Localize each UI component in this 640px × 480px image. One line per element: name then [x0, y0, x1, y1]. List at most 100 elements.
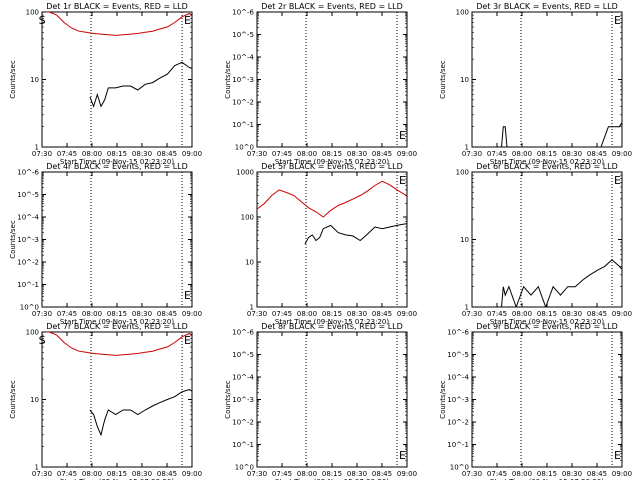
x-tick-label: 09:00	[612, 470, 632, 478]
y-tick-label: 10	[460, 236, 469, 244]
y-tick-label: 10	[30, 76, 39, 84]
chart-title: Det 1r BLACK = Events, RED = LLD	[46, 2, 188, 11]
x-axis-label: Start Time (09-Nov-15 07:23:20)	[60, 478, 174, 480]
x-tick-label: 07:30	[462, 470, 482, 478]
y-tick-label: 10^-5	[232, 31, 254, 39]
y-tick-label: 10^-6	[232, 9, 254, 17]
x-axis-label: Start Time (09-Nov-15 07:23:20)	[60, 318, 174, 326]
plot-frame	[256, 11, 408, 148]
x-tick-label: 08:45	[157, 470, 177, 478]
y-tick-label: 100	[26, 329, 39, 337]
end-marker-label: E	[399, 174, 406, 187]
y-tick-label: 10^-6	[17, 169, 39, 177]
events-series-line	[89, 389, 192, 437]
plot-frame	[471, 331, 623, 468]
y-axis-label: Counts/sec	[439, 60, 447, 99]
plot-frame	[41, 11, 193, 148]
chart-title: Det 2r BLACK = Events, RED = LLD	[261, 2, 403, 11]
x-tick-label: 08:15	[322, 310, 342, 318]
end-marker-label: E	[399, 449, 406, 462]
y-tick-label: 10^-2	[232, 419, 254, 427]
x-tick-label: 08:15	[107, 470, 127, 478]
x-tick-label: 08:00	[297, 310, 317, 318]
x-tick-label: 07:45	[272, 150, 292, 158]
events-series-line	[89, 61, 192, 108]
y-tick-label: 10^-2	[232, 99, 254, 107]
y-tick-label: 10^-5	[17, 191, 39, 199]
plot-frame	[256, 171, 408, 308]
x-tick-label: 08:15	[537, 310, 557, 318]
end-marker-label: E	[184, 334, 191, 347]
x-tick-label: 09:00	[612, 150, 632, 158]
y-tick-label: 10^0	[235, 144, 254, 152]
y-axis-label: Counts/sec	[224, 60, 232, 99]
end-marker-label: E	[184, 289, 191, 302]
y-tick-label: 100	[241, 214, 254, 222]
chart-title: Det 4r BLACK = Events, RED = LLD	[46, 162, 188, 171]
y-tick-label: 1000	[236, 169, 254, 177]
x-tick-label: 07:30	[32, 470, 52, 478]
x-tick-label: 07:30	[32, 310, 52, 318]
y-tick-label: 10^-3	[232, 76, 254, 84]
x-tick-label: 08:00	[297, 470, 317, 478]
x-tick-label: 09:00	[397, 310, 417, 318]
chart-panel-7: Det 7r BLACK = Events, RED = LLD 1 10 100 07…	[9, 322, 202, 480]
lld-series-line	[42, 332, 192, 356]
x-tick-label: 09:00	[182, 150, 202, 158]
y-tick-label: 10^-2	[447, 419, 469, 427]
plot-frame	[41, 331, 193, 468]
y-tick-label: 10^-3	[447, 396, 469, 404]
x-axis-label: Start Time (09-Nov-15 07:23:20)	[275, 478, 389, 480]
x-tick-label: 07:30	[462, 150, 482, 158]
x-tick-label: 07:30	[247, 310, 267, 318]
start-marker-label: S	[39, 334, 46, 347]
chart-panel-5: Det 5r BLACK = Events, RED = LLD 1 10 100 10…	[236, 162, 417, 326]
y-tick-label: 10^-5	[232, 351, 254, 359]
plot-frame	[471, 11, 623, 148]
x-tick-label: 08:45	[372, 310, 392, 318]
end-marker-label: E	[614, 14, 621, 27]
x-tick-label: 08:00	[82, 150, 102, 158]
x-tick-label: 07:45	[487, 310, 507, 318]
x-axis-label: Start Time (09-Nov-15 07:23:20)	[275, 318, 389, 326]
y-tick-label: 1	[250, 304, 254, 312]
y-tick-label: 100	[26, 9, 39, 17]
x-tick-label: 08:15	[537, 150, 557, 158]
x-tick-label: 07:30	[462, 310, 482, 318]
y-axis-label: Counts/sec	[439, 380, 447, 419]
x-tick-label: 09:00	[397, 150, 417, 158]
x-tick-label: 08:15	[107, 310, 127, 318]
x-tick-label: 08:30	[562, 150, 582, 158]
y-tick-label: 10^-6	[232, 329, 254, 337]
x-tick-label: 08:00	[512, 310, 532, 318]
y-tick-label: 10	[245, 259, 254, 267]
y-tick-label: 10^-2	[17, 259, 39, 267]
y-tick-label: 10	[460, 76, 469, 84]
x-tick-label: 07:30	[247, 150, 267, 158]
chart-panel-1: Det 1r BLACK = Events, RED = LLD 1 10 100 07…	[9, 2, 202, 166]
y-tick-label: 10^0	[20, 304, 39, 312]
x-tick-label: 09:00	[612, 310, 632, 318]
x-tick-label: 08:45	[587, 470, 607, 478]
chart-panel-9: Det 9r BLACK = Events, RED = LLD 10^0 10^-…	[439, 322, 632, 480]
x-tick-label: 08:45	[372, 470, 392, 478]
events-series-line	[472, 259, 622, 307]
x-axis-label: Start Time (09-Nov-15 07:23:20)	[490, 318, 604, 326]
lld-series-line	[257, 180, 407, 218]
x-tick-label: 08:30	[132, 150, 152, 158]
x-tick-label: 07:30	[247, 470, 267, 478]
y-tick-label: 10^-4	[17, 214, 39, 222]
x-tick-label: 08:45	[587, 150, 607, 158]
y-tick-label: 10^-5	[447, 351, 469, 359]
y-tick-label: 1	[35, 144, 39, 152]
x-tick-label: 07:45	[272, 310, 292, 318]
y-axis-label: Counts/sec	[224, 380, 232, 419]
start-marker-label: S	[39, 14, 46, 27]
chart-title: Det 8r BLACK = Events, RED = LLD	[261, 322, 403, 331]
x-axis-label: Start Time (09-Nov-15 07:23:20)	[490, 158, 604, 166]
x-tick-label: 09:00	[182, 470, 202, 478]
y-tick-label: 10^-1	[17, 281, 39, 289]
x-tick-label: 09:00	[182, 310, 202, 318]
events-series-line	[304, 223, 407, 245]
y-axis-label: Counts/sec	[9, 380, 17, 419]
